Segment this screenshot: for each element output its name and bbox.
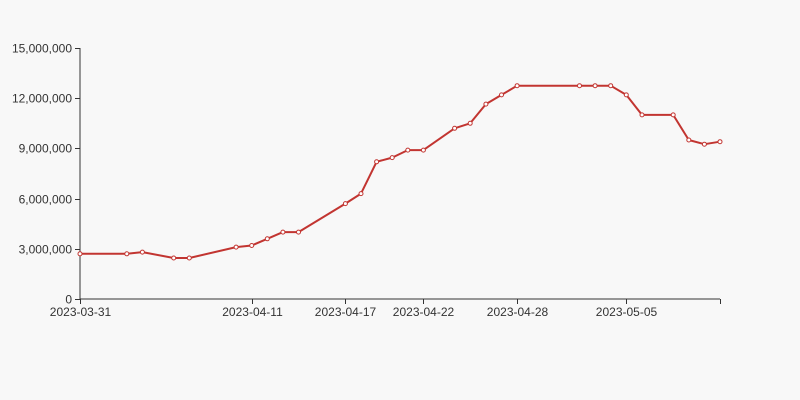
series-line bbox=[79, 84, 721, 259]
data-point[interactable] bbox=[296, 229, 301, 235]
data-point[interactable] bbox=[374, 159, 380, 165]
data-point[interactable] bbox=[342, 201, 348, 207]
data-point[interactable] bbox=[124, 251, 130, 257]
data-point[interactable] bbox=[717, 139, 723, 145]
y-tick-label: 3,000,000 bbox=[19, 243, 73, 257]
x-tick-label: 2023-04-17 bbox=[315, 305, 377, 319]
data-point[interactable] bbox=[623, 92, 629, 98]
x-tick-label: 2023-04-28 bbox=[487, 305, 549, 319]
data-point[interactable] bbox=[233, 244, 239, 250]
x-tick-label: 2023-04-11 bbox=[222, 305, 283, 319]
x-tick-label: 2023-05-05 bbox=[596, 305, 658, 319]
data-point[interactable] bbox=[686, 137, 692, 143]
data-point[interactable] bbox=[171, 255, 177, 261]
data-point[interactable] bbox=[514, 83, 520, 89]
y-tick-label: 9,000,000 bbox=[19, 142, 73, 156]
data-point[interactable] bbox=[452, 125, 458, 131]
series-layer bbox=[77, 83, 723, 261]
y-tick-label: 12,000,000 bbox=[12, 92, 72, 106]
data-point[interactable] bbox=[483, 101, 489, 107]
data-point[interactable] bbox=[186, 255, 192, 261]
data-point[interactable] bbox=[420, 147, 426, 153]
y-tick-label: 6,000,000 bbox=[19, 193, 73, 207]
data-point[interactable] bbox=[389, 155, 395, 161]
data-point[interactable] bbox=[670, 112, 676, 118]
data-point[interactable] bbox=[405, 147, 411, 153]
data-point[interactable] bbox=[280, 229, 286, 235]
data-point[interactable] bbox=[499, 92, 504, 98]
data-point[interactable] bbox=[358, 191, 364, 197]
data-point[interactable] bbox=[264, 236, 270, 242]
axes: 0 3,000,000 6,000,000 9,000,000 12,000,000 15… bbox=[12, 42, 721, 319]
x-tick-label: 2023-03-31 bbox=[50, 305, 112, 319]
data-point[interactable] bbox=[77, 251, 83, 257]
data-point[interactable] bbox=[701, 141, 707, 147]
data-point[interactable] bbox=[639, 112, 645, 118]
data-point[interactable] bbox=[249, 243, 255, 248]
data-point[interactable] bbox=[139, 249, 145, 255]
x-tick-label: 2023-04-22 bbox=[393, 305, 455, 319]
y-tick-label: 0 bbox=[65, 293, 72, 307]
data-point[interactable] bbox=[577, 83, 582, 89]
y-tick-label: 15,000,000 bbox=[12, 42, 72, 56]
data-point[interactable] bbox=[608, 83, 614, 89]
data-point[interactable] bbox=[592, 83, 598, 89]
data-point[interactable] bbox=[467, 120, 473, 126]
